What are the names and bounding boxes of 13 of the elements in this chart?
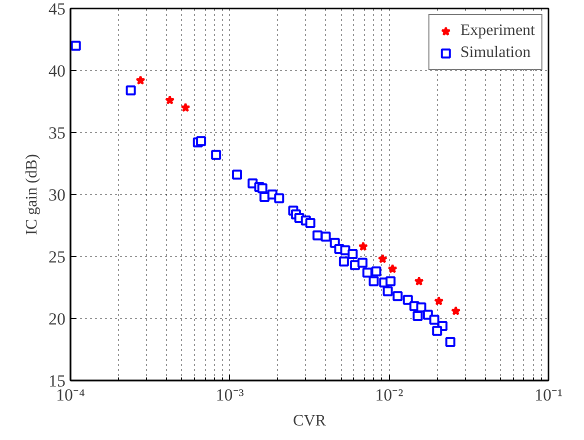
legend-label: Simulation	[460, 44, 531, 62]
y-tick-label: 20	[48, 310, 66, 328]
x-tick-label: 10⁻³	[216, 386, 244, 404]
y-tick-label: 25	[48, 248, 66, 266]
x-axis-title: CVR	[293, 412, 326, 430]
y-tick-label: 40	[48, 62, 66, 80]
y-tick-label: 30	[48, 186, 66, 204]
x-tick-label: 10⁻²	[375, 386, 404, 404]
y-tick-label: 35	[48, 124, 66, 142]
x-tick-label: 10⁻¹	[534, 386, 563, 404]
legend-label: Experiment	[460, 22, 535, 40]
y-axis-title: IC gain (dB)	[24, 154, 40, 235]
y-tick-label: 45	[48, 0, 66, 18]
